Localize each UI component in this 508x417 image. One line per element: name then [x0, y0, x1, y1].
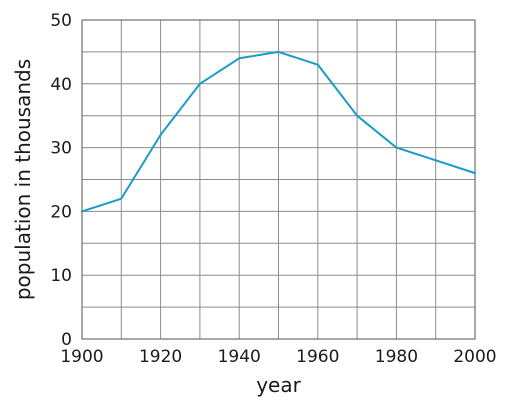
y-axis-label: population in thousands [11, 59, 35, 300]
y-tick-label: 20 [50, 202, 72, 222]
y-tick-label: 10 [50, 266, 72, 286]
x-tick-label: 1960 [296, 347, 339, 367]
y-tick-label: 0 [61, 330, 72, 350]
y-tick-label: 40 [50, 75, 72, 95]
x-tick-label: 1900 [60, 347, 103, 367]
x-axis-label: year [256, 373, 301, 397]
series-line [81, 50, 476, 213]
y-tick-labels: 0 10 20 30 40 50 [50, 11, 72, 350]
y-tick-label: 30 [50, 139, 72, 159]
x-tick-label: 2000 [453, 347, 496, 367]
y-tick-label: 50 [50, 11, 72, 31]
x-tick-label: 1920 [139, 347, 182, 367]
x-tick-label: 1980 [375, 347, 418, 367]
grid [82, 20, 475, 339]
plot-frame [81, 19, 476, 340]
x-tick-labels: 1900 1920 1940 1960 1980 2000 [60, 347, 496, 367]
series-group [81, 50, 476, 213]
x-tick-label: 1940 [218, 347, 261, 367]
